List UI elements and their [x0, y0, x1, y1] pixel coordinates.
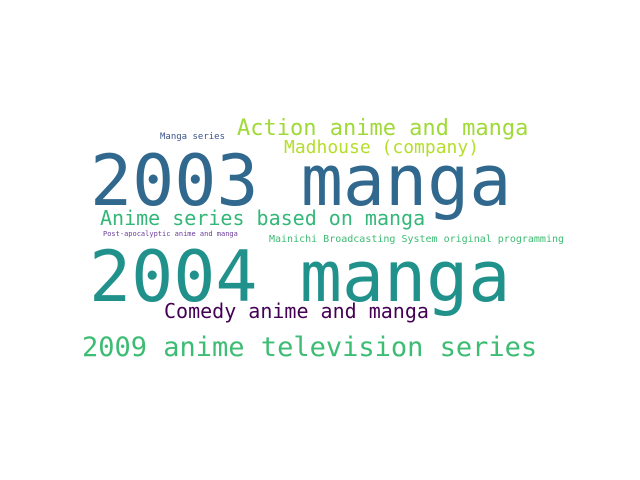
- word-anime-series-based-on-manga: Anime series based on manga: [100, 206, 426, 230]
- word-2003-manga: 2003 manga: [90, 140, 512, 222]
- word-manga-series: Manga series: [160, 132, 226, 142]
- word-2004-manga: 2004 manga: [89, 236, 511, 318]
- word-post-apocalyptic-anime-and-manga: Post-apocalyptic anime and manga: [103, 230, 238, 238]
- word-2009-anime-television-series: 2009 anime television series: [82, 332, 538, 363]
- word-action-anime-and-manga: Action anime and manga: [237, 116, 529, 141]
- word-madhouse-company: Madhouse (company): [284, 137, 480, 158]
- word-comedy-anime-and-manga: Comedy anime and manga: [164, 299, 429, 323]
- word-mainichi-broadcasting-system: Mainichi Broadcasting System original pr…: [269, 234, 565, 245]
